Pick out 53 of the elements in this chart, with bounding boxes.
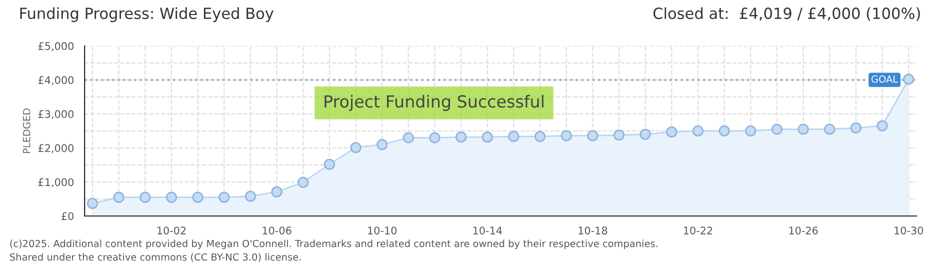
point <box>86 198 98 209</box>
point <box>692 125 704 137</box>
point <box>824 124 836 135</box>
x-tick-label: 10-02 <box>157 226 186 234</box>
point <box>140 192 151 203</box>
point <box>456 132 467 143</box>
point <box>402 132 414 144</box>
point <box>350 142 362 154</box>
point <box>587 130 598 142</box>
point <box>166 192 178 203</box>
x-tick-label: 10-26 <box>789 226 818 234</box>
x-tick-label: 10-14 <box>473 226 502 234</box>
annotation: Project Funding Successful <box>324 94 544 111</box>
point <box>271 186 282 198</box>
ref-line-label: GOAL <box>872 75 898 83</box>
point <box>850 122 862 134</box>
point <box>771 124 783 135</box>
x-tick-label: 10-18 <box>578 226 608 234</box>
point <box>666 126 678 138</box>
y-tick-label: £4,000 <box>38 76 74 86</box>
point <box>218 192 230 203</box>
text: Shared under the creative commons (CC BY-NC 3.0) license. <box>10 253 301 262</box>
y-tick-label: £3,000 <box>38 110 74 120</box>
y-tick-label: £5,000 <box>38 42 74 52</box>
y-axis-title: PLEDGED <box>22 108 30 154</box>
point <box>560 130 572 142</box>
point <box>482 132 493 143</box>
point <box>534 130 546 142</box>
x-tick-label: 10-22 <box>684 226 712 234</box>
point <box>613 129 625 141</box>
point <box>298 176 309 188</box>
text: (c)2025. Additional content provided by Megan O'Connell. Trademarks and related content are owned by their respective companies. <box>10 240 658 250</box>
point <box>876 120 888 132</box>
point <box>429 132 440 144</box>
point <box>640 128 651 140</box>
x-tick-label: 10-30 <box>894 226 924 234</box>
y-tick-label: £1,000 <box>38 178 74 188</box>
x-tick-label: 10-10 <box>368 226 397 234</box>
point <box>376 139 388 150</box>
y-tick-label: £0 <box>62 212 74 220</box>
point <box>324 158 335 170</box>
point <box>718 125 730 137</box>
y-tick-label: £2,000 <box>38 144 74 154</box>
x-tick-label: 10-06 <box>262 226 292 234</box>
point <box>192 192 204 203</box>
chart-subtitle: Closed at: £4,019 / £4,000 (100%) <box>653 7 920 21</box>
point <box>508 130 520 142</box>
point <box>903 74 914 85</box>
point <box>745 125 756 137</box>
point <box>244 190 256 202</box>
point <box>798 124 809 135</box>
point <box>113 192 124 203</box>
chart-title: Funding Progress: Wide Eyed Boy <box>20 7 274 22</box>
